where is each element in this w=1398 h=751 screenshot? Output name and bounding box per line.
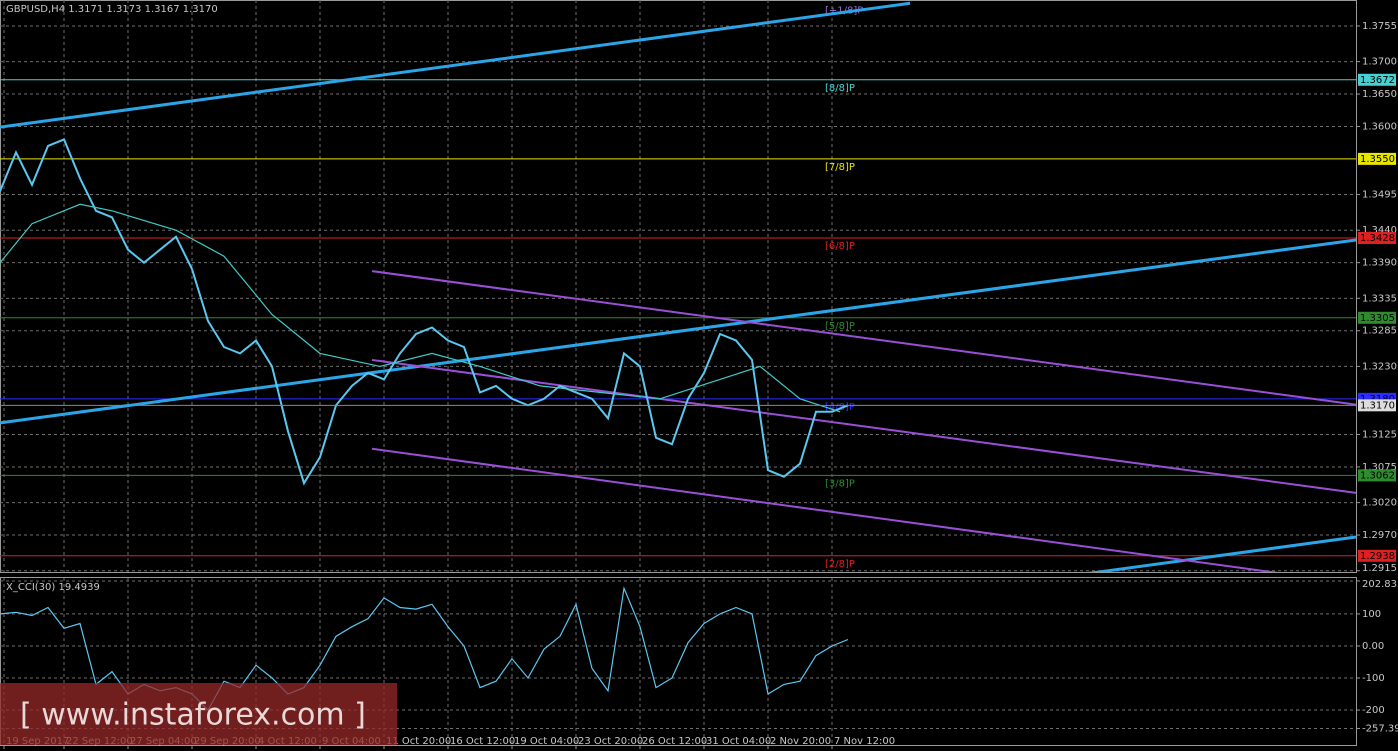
level-name: [2/8]P — [825, 559, 855, 570]
level-price: 1.3672 — [1360, 75, 1395, 86]
trend-line — [0, 1, 911, 129]
level-name: [4/8]P — [825, 402, 855, 413]
y-tick-label: -200 — [1362, 705, 1385, 716]
trend-line — [0, 238, 1356, 425]
watermark-box — [0, 683, 397, 745]
y-tick-label: 0.00 — [1362, 641, 1384, 652]
x-tick-label: 19 Oct 04:00 — [514, 736, 579, 747]
x-tick-label: 31 Oct 04:00 — [706, 736, 771, 747]
current-price-box — [1358, 399, 1396, 412]
y-tick-label: 1.3700 — [1362, 57, 1397, 68]
y-tick-label: 1.3755 — [1362, 21, 1397, 32]
main-frame — [0, 0, 1357, 573]
x-tick-label: 26 Oct 12:00 — [642, 736, 707, 747]
level-name: [7/8]P — [825, 162, 855, 173]
trend-line — [371, 447, 1279, 572]
trend-line — [371, 270, 1356, 406]
watermark: [ www.instaforex.com ] — [20, 698, 366, 733]
x-tick-label: 11 Oct 20:00 — [386, 736, 451, 747]
y-tick-label: 1.3285 — [1362, 326, 1397, 337]
y-tick-label: 1.3495 — [1362, 190, 1397, 201]
indicator-line — [0, 203, 841, 413]
y-tick-label: 1.2915 — [1362, 563, 1397, 574]
y-tick-label: 1.3650 — [1362, 89, 1397, 100]
y-tick-label: 1.3440 — [1362, 225, 1397, 236]
level-price: 1.3305 — [1360, 313, 1395, 324]
current-price: 1.3170 — [1360, 400, 1395, 411]
price-panel: [8/8]P [7/8]P [6/8]P [5/8]P [4/8]P [3/8]P [2/8… — [0, 0, 1356, 572]
y-tick-label: 202.835 — [1362, 579, 1398, 590]
sub-frame — [0, 577, 1357, 746]
y-tick-label: 100 — [1362, 609, 1381, 620]
level-price: 1.3428 — [1360, 233, 1395, 244]
y-tick-label: 1.3335 — [1362, 293, 1397, 304]
level-price-box — [1358, 469, 1396, 482]
labels: 1.3755 1.3700 1.3650 1.3600 1.3495 1.3440 1.33… — [0, 4, 1398, 749]
level-price: 1.3550 — [1360, 154, 1395, 165]
y-tick-label: 1.3125 — [1362, 430, 1397, 441]
x-tick-label: 16 Oct 12:00 — [450, 736, 515, 747]
level-name: [6/8]P — [825, 241, 855, 252]
level-name: [3/8]P — [825, 478, 855, 489]
level-price-box — [1358, 549, 1396, 562]
level-name: [5/8]P — [825, 321, 855, 332]
level-price-box — [1358, 73, 1396, 86]
y-tick-label: 1.3600 — [1362, 121, 1397, 132]
level-price-box — [1358, 311, 1396, 324]
x-tick-label: 23 Oct 20:00 — [578, 736, 643, 747]
price-line — [0, 138, 849, 486]
y-tick-label: -257.392 — [1362, 723, 1398, 734]
level-name: [8/8]P — [825, 83, 855, 94]
level-price: 1.3062 — [1360, 470, 1395, 481]
y-tick-label: -100 — [1362, 673, 1385, 684]
x-tick-label: 2 Nov 20:00 — [770, 736, 831, 747]
x-tick-label: 7 Nov 12:00 — [834, 736, 895, 747]
panel-title: X_CCI(30) 19.4939 — [6, 582, 100, 593]
y-tick-label: 1.3390 — [1362, 258, 1397, 269]
trend-line — [371, 358, 1356, 494]
level-price-box — [1358, 232, 1396, 245]
level-price-box — [1358, 152, 1396, 165]
y-tick-label: 1.2970 — [1362, 530, 1397, 541]
y-tick-label: 1.3020 — [1362, 498, 1397, 509]
trend-line — [1087, 535, 1356, 572]
panel-title: GBPUSD,H4 1.3171 1.3173 1.3167 1.3170 — [6, 4, 218, 15]
y-tick-label: 1.3230 — [1362, 361, 1397, 372]
level-price: 1.2938 — [1360, 551, 1395, 562]
y-tick-label: 1.3075 — [1362, 462, 1397, 473]
